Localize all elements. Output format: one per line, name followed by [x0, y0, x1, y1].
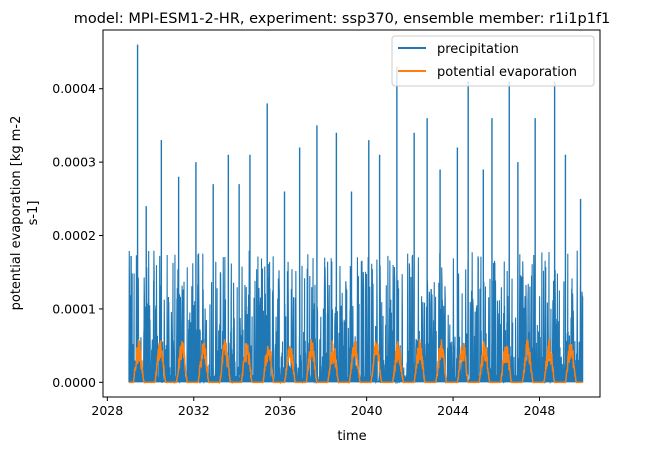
- legend: precipitation potential evaporation: [391, 35, 595, 87]
- x-tick-label: 2032: [178, 403, 210, 418]
- legend-precipitation-label: precipitation: [437, 42, 519, 57]
- x-tick-label: 2028: [91, 403, 123, 418]
- y-tick-label: 0.0001: [52, 301, 96, 316]
- x-tick-label: 2044: [437, 403, 469, 418]
- legend-potential-evaporation-label: potential evaporation: [437, 65, 577, 80]
- precipitation-series: [128, 44, 584, 385]
- y-tick-label: 0.0003: [52, 155, 96, 170]
- x-tick-label: 2048: [524, 403, 556, 418]
- y-axis-label-line-1: potential evaporation [kg m-2: [9, 116, 24, 311]
- plot-frame: [102, 29, 601, 398]
- y-axis-label-line-2: s-1]: [26, 201, 41, 226]
- potential-evaporation-series: [128, 338, 583, 384]
- chart-title: model: MPI-ESM1-2-HR, experiment: ssp370…: [74, 11, 611, 27]
- x-tick-label: 2040: [351, 403, 383, 418]
- y-axis: 0.0000 0.0001 0.0002 0.0003 0.0004: [52, 81, 103, 390]
- potential-evaporation-line: [128, 338, 583, 384]
- precipitation-line: [128, 250, 584, 385]
- x-axis: 2028 2032 2036 2040 2044 2048: [91, 397, 555, 418]
- x-tick-label: 2036: [264, 403, 296, 418]
- x-axis-label: time: [337, 429, 366, 444]
- y-tick-label: 0.0004: [52, 81, 96, 96]
- plot-area: [102, 29, 601, 398]
- legend-box: [391, 35, 595, 87]
- y-tick-label: 0.0002: [52, 228, 96, 243]
- y-tick-label: 0.0000: [52, 375, 96, 390]
